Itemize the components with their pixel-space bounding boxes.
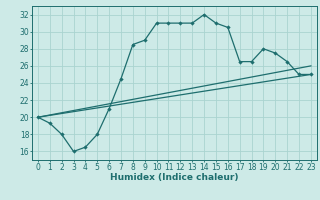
X-axis label: Humidex (Indice chaleur): Humidex (Indice chaleur): [110, 173, 239, 182]
